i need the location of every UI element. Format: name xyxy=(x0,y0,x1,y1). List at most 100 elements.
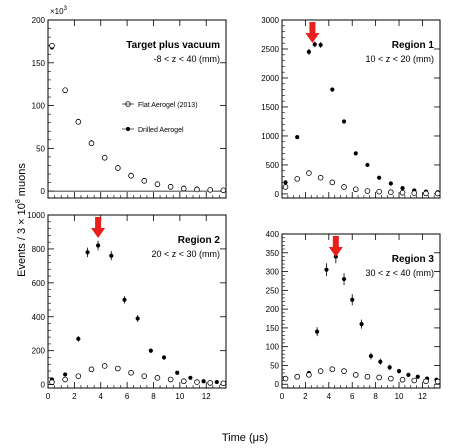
y-tick-label: 2000 xyxy=(261,74,279,83)
data-point-filled xyxy=(368,353,374,359)
data-point-filled xyxy=(365,162,370,168)
y-tick-label: 1000 xyxy=(261,132,279,141)
y-tick-label: 200 xyxy=(266,305,280,314)
panel-3: 0 200 400 600 800 1000 0 2 4 6 8 10 12 Region 2 20 < z… xyxy=(27,211,227,401)
data-point-filled xyxy=(350,297,355,302)
data-point-filled xyxy=(175,370,180,375)
data-point-open xyxy=(352,186,359,193)
y-offset-exponent: 3 xyxy=(64,6,68,12)
panel-range: 20 < z < 30 (mm) xyxy=(151,249,220,259)
data-point-filled xyxy=(387,365,392,370)
data-point-open xyxy=(341,368,347,374)
data-point-open xyxy=(376,188,382,195)
series-open xyxy=(282,170,441,197)
plot-frame xyxy=(47,19,227,199)
y-tick-label: 500 xyxy=(266,161,280,170)
data-point-open xyxy=(181,378,187,385)
y-tick-label: 600 xyxy=(32,279,46,288)
panel-title: Region 1 xyxy=(392,40,435,51)
data-point-open xyxy=(128,369,134,376)
series-open xyxy=(49,42,227,194)
data-point-open xyxy=(329,366,336,373)
data-point-open xyxy=(62,376,68,383)
y-tick-label: 0 xyxy=(275,380,280,389)
x-tick-label: 10 xyxy=(395,392,404,401)
data-point-open xyxy=(341,184,347,190)
data-point-filled xyxy=(341,119,347,124)
data-point-open xyxy=(115,165,121,171)
data-point-open xyxy=(294,373,301,380)
series-open xyxy=(49,363,227,387)
data-point-filled xyxy=(306,49,312,54)
x-tick-label: 4 xyxy=(99,392,104,401)
data-point-open xyxy=(181,185,187,192)
data-point-open xyxy=(128,172,134,179)
data-point-filled xyxy=(135,316,140,321)
x-tick-label: 12 xyxy=(418,392,427,401)
data-point-open xyxy=(220,187,227,194)
data-point-filled xyxy=(201,379,206,384)
data-point-open xyxy=(88,140,95,147)
data-point-filled xyxy=(318,42,323,48)
data-point-open xyxy=(306,372,312,378)
data-point-filled xyxy=(214,379,219,385)
data-point-open xyxy=(207,380,213,386)
data-point-filled xyxy=(396,368,402,374)
data-point-open xyxy=(423,190,429,197)
data-point-open xyxy=(49,379,55,385)
data-point-filled xyxy=(76,336,81,341)
data-point-filled xyxy=(377,175,382,180)
data-point-open xyxy=(434,378,441,385)
data-point-open xyxy=(194,186,200,193)
x-tick-label: 0 xyxy=(280,392,285,401)
data-point-open xyxy=(282,184,289,190)
data-point-filled xyxy=(283,180,288,185)
y-axis-title: Events / 3 × 108 muons xyxy=(15,163,28,277)
x-tick-label: 8 xyxy=(373,392,378,401)
y-tick-label: 0 xyxy=(41,381,46,390)
panel-1: 0 50 100 150 200 Target plus vacuum -8 < z < 4… xyxy=(32,6,227,199)
x-tick-label: 2 xyxy=(72,392,77,401)
panel-4: 0 50 100 150 200 250 300 350 400 0 2 4 6 8 10 12 Region … xyxy=(266,230,441,401)
data-point-filled xyxy=(312,42,317,47)
y-tick-label: 150 xyxy=(266,324,280,333)
data-point-filled xyxy=(85,250,90,255)
data-point-open xyxy=(364,373,371,380)
y-tick-label: 800 xyxy=(32,245,46,254)
data-point-open xyxy=(141,373,148,379)
panel-title: Region 3 xyxy=(392,254,435,265)
data-point-filled xyxy=(315,329,320,334)
data-point-open xyxy=(115,365,121,372)
data-point-filled xyxy=(161,355,167,360)
data-point-open xyxy=(154,375,161,381)
data-point-filled xyxy=(96,243,101,248)
x-tick-label: 8 xyxy=(151,392,156,401)
data-point-filled xyxy=(324,267,329,272)
y-axis-title-exponent: 8 xyxy=(15,199,22,203)
x-tick-label: 10 xyxy=(175,392,184,401)
y-tick-label: 350 xyxy=(266,249,280,258)
y-tick-label: 250 xyxy=(266,286,280,295)
plot-frame xyxy=(281,19,441,199)
data-point-open xyxy=(167,376,174,383)
y-tick-label: 400 xyxy=(266,230,280,239)
data-point-filled xyxy=(400,186,405,191)
data-point-open xyxy=(207,187,213,193)
data-point-open xyxy=(388,375,394,382)
panel-title: Region 2 xyxy=(178,235,221,246)
data-point-open xyxy=(101,363,108,369)
data-point-open xyxy=(388,189,394,196)
y-tick-label: 150 xyxy=(32,59,46,68)
y-tick-label: 400 xyxy=(32,313,46,322)
data-point-open xyxy=(434,190,441,197)
data-point-open xyxy=(75,119,82,125)
data-point-filled xyxy=(122,297,127,302)
data-point-open xyxy=(306,170,312,176)
data-point-filled xyxy=(188,375,193,380)
legend-label-open: Flat Aerogel (2013) xyxy=(138,102,198,109)
x-axis-title: Time (μs) xyxy=(222,432,268,444)
plot-frame xyxy=(47,214,227,389)
data-point-open xyxy=(282,375,289,382)
y-tick-label: 50 xyxy=(36,144,45,153)
